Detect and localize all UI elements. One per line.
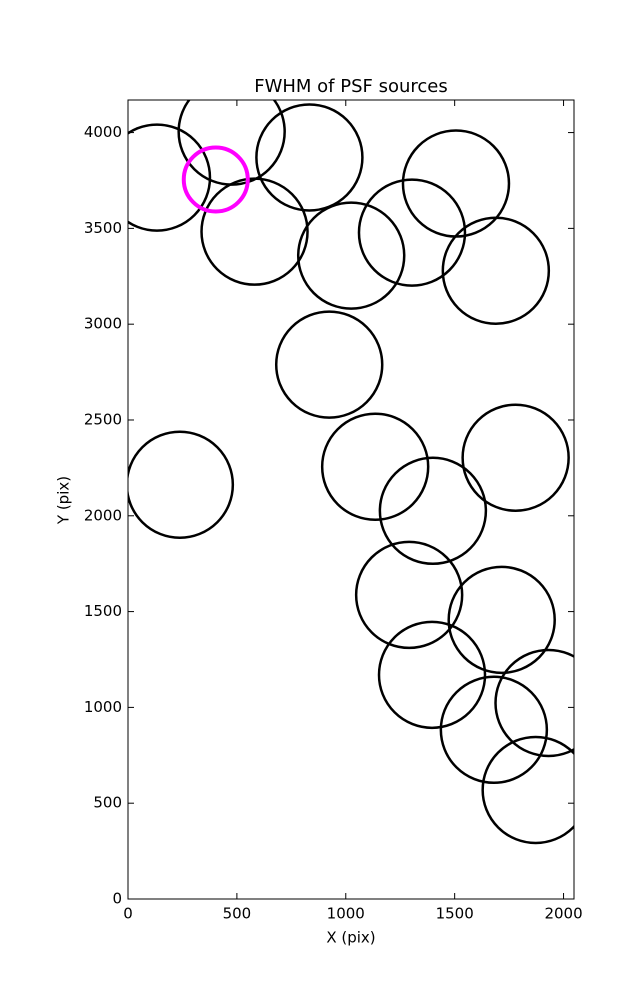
- source-circle: [255, 103, 364, 212]
- y-axis-label: Y (pix): [55, 476, 73, 525]
- source-circle: [200, 177, 309, 286]
- x-tick-label: 1000: [327, 905, 365, 923]
- source-circle: [354, 540, 464, 650]
- y-tick-label: 0: [112, 890, 122, 908]
- axes-frame: [127, 99, 575, 900]
- x-tick-label: 0: [123, 905, 133, 923]
- x-tick-label: 500: [223, 905, 252, 923]
- y-tick-label: 4000: [84, 123, 122, 141]
- source-circle: [128, 430, 235, 539]
- source-circle: [377, 620, 487, 730]
- source-circle: [296, 201, 406, 310]
- y-tick-label: 2500: [84, 410, 122, 428]
- plot-area: [128, 100, 574, 845]
- source-circle: [481, 735, 574, 845]
- source-circle: [401, 129, 511, 238]
- x-tick-label: 1500: [436, 905, 474, 923]
- x-axis-label: X (pix): [326, 929, 375, 947]
- y-tick-label: 500: [93, 794, 122, 812]
- y-tick-label: 3000: [84, 315, 122, 333]
- source-circle: [461, 403, 570, 512]
- y-tick-label: 3500: [84, 219, 122, 237]
- source-circle: [357, 178, 467, 287]
- source-circle: [441, 216, 551, 325]
- source-circle: [181, 145, 250, 214]
- source-circle: [320, 412, 430, 521]
- source-circle: [447, 565, 556, 675]
- x-tick-label: 2000: [544, 905, 582, 923]
- y-tick-label: 2000: [84, 506, 122, 524]
- source-circle: [439, 675, 549, 785]
- source-circle: [494, 648, 574, 758]
- y-tick-label: 1000: [84, 698, 122, 716]
- chart-title: FWHM of PSF sources: [254, 76, 448, 97]
- y-tick-label: 1500: [84, 602, 122, 620]
- source-circle: [128, 123, 212, 232]
- source-circle: [274, 310, 384, 419]
- source-circle: [378, 456, 488, 566]
